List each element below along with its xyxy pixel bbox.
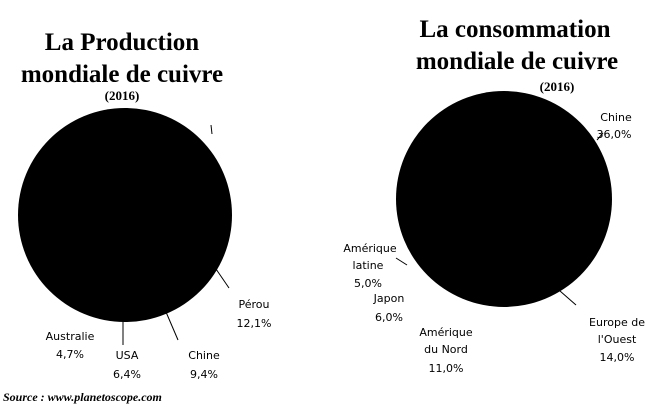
production-label-australie: Australie [46,330,95,343]
production-slice-chine: Chine 9,4% [188,349,220,381]
consumption-label-chine: Chine [600,111,632,124]
consumption-label-europe-line-1: Europe de [589,316,645,329]
consumption-label-amerique-nord-line-1: Amérique [419,326,473,339]
production-leader-chine [165,311,179,341]
consumption-value-chine: 36,0% [597,128,632,141]
consumption-title-line-1: La consommation [420,16,611,43]
consumption-pie [396,91,612,307]
production-title-line-1: La Production [45,29,200,56]
production-slice-australie: Australie 4,7% [46,330,95,361]
production-title-line-2: mondiale de cuivre [21,61,223,88]
consumption-title-line-2: mondiale de cuivre [416,48,618,75]
production-leader-perou [215,268,230,289]
production-value-perou: 12,1% [237,317,272,330]
production-chart: La Production mondiale de cuivre (2016) … [18,29,271,381]
production-value-chine: 9,4% [190,368,218,381]
consumption-year: (2016) [540,79,575,94]
consumption-slice-japon: Japon 6,0% [373,292,405,324]
production-label-perou: Pérou [239,298,270,311]
consumption-slice-amerique-latine: Amérique latine 5,0% [343,242,397,290]
consumption-slice-amerique-nord: Amérique du Nord 11,0% [419,326,473,375]
production-slice-usa: USA 6,4% [113,349,141,381]
consumption-label-japon: Japon [373,292,405,305]
consumption-slice-europe: Europe de l'Ouest 14,0% [589,316,645,364]
consumption-value-japon: 6,0% [375,311,403,324]
consumption-label-europe-line-2: l'Ouest [598,333,637,346]
consumption-value-europe: 14,0% [600,351,635,364]
consumption-label-amerique-latine-line-1: Amérique [343,242,397,255]
consumption-leader-europe [559,290,577,306]
consumption-label-amerique-latine-line-2: latine [353,259,384,272]
production-leader-top [210,124,213,135]
consumption-value-amerique-nord: 11,0% [429,362,464,375]
production-label-usa: USA [116,349,139,362]
production-label-chine: Chine [188,349,220,362]
production-value-usa: 6,4% [113,368,141,381]
consumption-chart: La consommation mondiale de cuivre (2016… [343,16,645,375]
production-pie [18,108,232,322]
production-slice-perou: Pérou 12,1% [237,298,272,330]
source-credit: Source : www.planetoscope.com [3,390,162,404]
consumption-leader-amerique-latine [395,257,408,266]
production-year: (2016) [105,88,140,103]
consumption-leader-chine [596,132,604,141]
consumption-slice-chine: Chine 36,0% [597,111,632,141]
production-value-australie: 4,7% [56,348,84,361]
consumption-value-amerique-latine: 5,0% [354,277,382,290]
consumption-label-amerique-nord-line-2: du Nord [424,343,468,356]
